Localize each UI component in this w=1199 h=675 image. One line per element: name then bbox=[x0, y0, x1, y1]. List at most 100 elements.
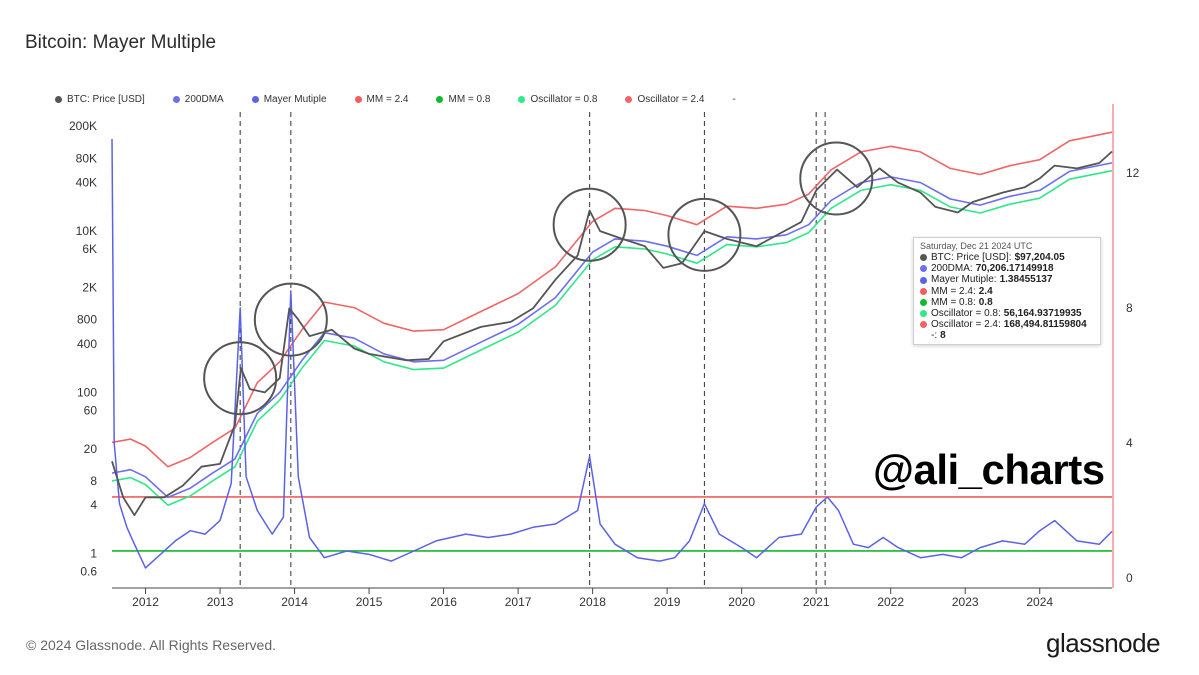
y-right-tick-label: 0 bbox=[1126, 571, 1133, 585]
legend-label-oscillator-0-8: Oscillator = 0.8 bbox=[530, 94, 598, 105]
legend-marker-oscillator-0-8 bbox=[518, 96, 526, 103]
legend-label-200dma: 200DMA bbox=[184, 94, 224, 105]
legend-label-mm-2-4: MM = 2.4 bbox=[366, 94, 409, 105]
y-left-tick-label: 800 bbox=[77, 313, 97, 327]
y-left-tick-label: 8 bbox=[90, 474, 97, 488]
tooltip-row-dash: -: 8 bbox=[920, 330, 1094, 341]
y-left-tick-label: 10K bbox=[76, 224, 97, 238]
legend-marker-200dma bbox=[172, 96, 180, 103]
page-title: Bitcoin: Mayer Multiple bbox=[25, 32, 217, 53]
cycle-top-circle bbox=[203, 341, 278, 416]
y-left-tick-label: 4 bbox=[90, 498, 97, 512]
tooltip-row-mm-2-4: MM = 2.4: 2.4 bbox=[920, 286, 1094, 297]
tooltip-marker-200dma bbox=[920, 265, 927, 273]
legend-marker-oscillator-2-4 bbox=[625, 96, 633, 103]
legend-item-mm-2-4[interactable]: MM = 2.4 bbox=[354, 94, 409, 105]
tooltip-value-btc-price: $97,204.05 bbox=[1014, 252, 1065, 263]
y-left-tick-label: 6K bbox=[82, 242, 97, 256]
watermark-handle: @ali_charts bbox=[873, 446, 1105, 493]
legend-label-mm-0-8: MM = 0.8 bbox=[448, 94, 491, 105]
y-right-tick-label: 4 bbox=[1126, 436, 1133, 450]
tooltip-date: Saturday, Dec 21 2024 UTC bbox=[920, 241, 1033, 251]
tooltip-marker-mm-2-4 bbox=[920, 287, 927, 295]
legend-label-dash: - bbox=[732, 94, 736, 105]
legend-item-mm-0-8[interactable]: MM = 0.8 bbox=[436, 94, 490, 105]
tooltip-row-oscillator-2-4: Oscillator = 2.4: 168,494.81159804 bbox=[920, 319, 1094, 330]
legend-label-oscillator-2-4: Oscillator = 2.4 bbox=[637, 94, 705, 105]
legend-marker-mayer-multiple bbox=[251, 96, 259, 103]
legend-label-mayer-multiple: Mayer Mutiple bbox=[263, 94, 327, 105]
tooltip-value-200dma: 70,206.17149918 bbox=[975, 263, 1054, 275]
legend-label-btc-price: BTC: Price [USD] bbox=[67, 94, 145, 105]
x-tick-label: 2017 bbox=[505, 595, 532, 609]
tooltip-row-oscillator-0-8: Oscillator = 0.8: 56,164.93719935 bbox=[920, 308, 1094, 319]
tooltip-value-dash: 8 bbox=[940, 330, 946, 342]
x-tick-label: 2014 bbox=[281, 595, 308, 609]
tooltip-value-mm-0-8: 0.8 bbox=[978, 296, 993, 308]
y-left-tick-label: 80K bbox=[76, 151, 97, 165]
x-tick-label: 2021 bbox=[803, 595, 830, 609]
legend-item-dash[interactable]: - bbox=[732, 94, 735, 105]
x-tick-label: 2020 bbox=[728, 595, 755, 609]
cycle-top-circle bbox=[552, 187, 627, 262]
chart-tooltip: Saturday, Dec 21 2024 UTC BTC: Price [US… bbox=[913, 237, 1101, 345]
tooltip-label-mm-2-4: MM = 2.4: bbox=[931, 285, 976, 297]
y-left-tick-label: 2K bbox=[82, 280, 97, 294]
legend-item-oscillator-2-4[interactable]: Oscillator = 2.4 bbox=[625, 94, 704, 105]
chart-legend: BTC: Price [USD] 200DMA Mayer Mutiple MM… bbox=[55, 94, 764, 105]
y-right-tick-label: 8 bbox=[1126, 301, 1133, 315]
series-line-btc-price-usd bbox=[111, 150, 1113, 517]
tooltip-label-oscillator-2-4: Oscillator = 2.4: bbox=[931, 319, 1001, 331]
legend-item-btc-price[interactable]: BTC: Price [USD] bbox=[55, 94, 145, 105]
x-tick-label: 2013 bbox=[207, 595, 234, 609]
y-left-tick-label: 20 bbox=[84, 442, 98, 456]
y-left-tick-label: 60 bbox=[84, 403, 98, 417]
tooltip-marker-mm-0-8 bbox=[920, 298, 927, 306]
x-tick-label: 2018 bbox=[579, 595, 606, 609]
y-left-tick-label: 200K bbox=[69, 119, 97, 133]
x-tick-label: 2019 bbox=[654, 595, 681, 609]
legend-marker-btc-price bbox=[55, 96, 62, 103]
legend-item-mayer-multiple[interactable]: Mayer Mutiple bbox=[251, 94, 327, 105]
y-left-tick-label: 400 bbox=[77, 337, 97, 351]
x-tick-label: 2023 bbox=[952, 595, 979, 609]
tooltip-value-mayer-multiple: 1.38455137 bbox=[999, 274, 1053, 286]
series-line-oscillator-2-4 bbox=[111, 131, 1113, 468]
glassnode-logo: glassnode bbox=[1046, 628, 1161, 658]
legend-marker-mm-0-8 bbox=[436, 96, 444, 103]
tooltip-label-mm-0-8: MM = 0.8: bbox=[931, 296, 976, 308]
tooltip-marker-oscillator-2-4 bbox=[920, 321, 927, 329]
x-tick-label: 2016 bbox=[430, 595, 457, 609]
tooltip-marker-mayer-multiple bbox=[920, 276, 927, 284]
cycle-top-circle bbox=[667, 197, 742, 272]
legend-item-oscillator-0-8[interactable]: Oscillator = 0.8 bbox=[518, 94, 597, 105]
tooltip-row-mayer-multiple: Mayer Mutiple: 1.38455137 bbox=[920, 274, 1094, 285]
y-left-tick-label: 0.6 bbox=[80, 565, 97, 579]
tooltip-label-oscillator-0-8: Oscillator = 0.8: bbox=[931, 308, 1001, 320]
tooltip-label-200dma: 200DMA: bbox=[931, 263, 973, 275]
x-tick-label: 2012 bbox=[132, 595, 159, 609]
tooltip-label-btc-price: BTC: Price [USD]: bbox=[931, 252, 1012, 263]
x-tick-label: 2015 bbox=[356, 595, 383, 609]
cycle-top-circle bbox=[799, 141, 874, 216]
tooltip-marker-oscillator-0-8 bbox=[920, 310, 927, 318]
tooltip-label-dash: -: bbox=[931, 330, 938, 342]
tooltip-label-mayer-multiple: Mayer Mutiple: bbox=[931, 274, 997, 286]
series-line-200dma bbox=[111, 162, 1113, 499]
legend-marker-mm-2-4 bbox=[354, 96, 362, 103]
y-left-tick-label: 100 bbox=[77, 385, 97, 399]
series-line-mayer-mutiple bbox=[111, 138, 1113, 569]
y-left-tick-label: 1 bbox=[90, 547, 97, 561]
tooltip-value-mm-2-4: 2.4 bbox=[978, 285, 993, 297]
y-left-tick-label: 40K bbox=[76, 176, 97, 190]
legend-item-200dma[interactable]: 200DMA bbox=[172, 94, 224, 105]
tooltip-row-mm-0-8: MM = 0.8: 0.8 bbox=[920, 297, 1094, 308]
tooltip-value-oscillator-0-8: 56,164.93719935 bbox=[1003, 308, 1082, 320]
tooltip-marker-btc-price bbox=[920, 254, 927, 262]
x-tick-label: 2024 bbox=[1026, 595, 1053, 609]
tooltip-value-oscillator-2-4: 168,494.81159804 bbox=[1003, 319, 1087, 331]
y-right-tick-label: 12 bbox=[1126, 166, 1140, 180]
tooltip-row-200dma: 200DMA: 70,206.17149918 bbox=[920, 263, 1094, 274]
cycle-top-circle bbox=[253, 282, 328, 357]
